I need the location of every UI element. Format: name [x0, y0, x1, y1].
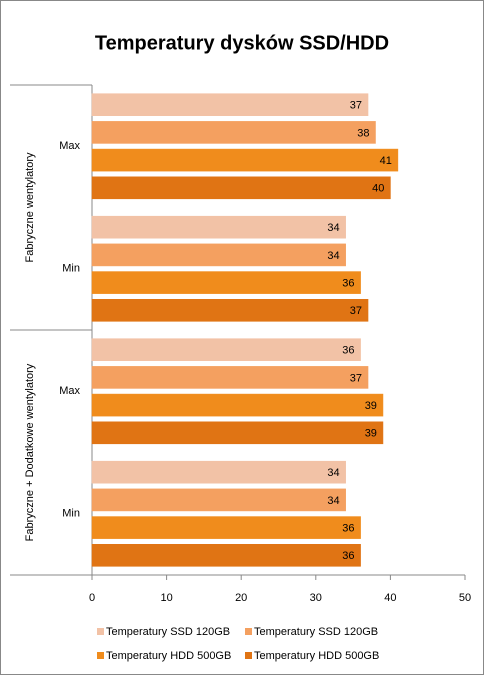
- bar: [91, 543, 361, 567]
- legend-label: Temperatury HDD 500GB: [106, 650, 231, 662]
- y-tick-label: Min: [62, 263, 80, 275]
- x-tick-label: 40: [384, 592, 396, 604]
- bar: [91, 298, 369, 322]
- bar: [91, 148, 399, 172]
- bar: [91, 271, 361, 294]
- group-label: Fabryczne wentylatory: [24, 152, 36, 263]
- bar: [91, 488, 346, 512]
- y-tick-label: Max: [59, 140, 80, 152]
- legend-swatch: [245, 652, 252, 659]
- data-label: 41: [380, 155, 392, 167]
- data-label: 39: [365, 428, 377, 440]
- data-label: 34: [327, 222, 339, 234]
- group-label: Fabryczne + Dodatkowe wentylatory: [24, 363, 36, 541]
- bar: [91, 243, 346, 267]
- x-tick-label: 0: [89, 592, 95, 604]
- bar: [91, 338, 361, 362]
- y-tick-label: Min: [62, 508, 80, 520]
- data-label: 34: [327, 250, 339, 262]
- bar: [91, 460, 346, 484]
- data-label: 37: [350, 372, 362, 384]
- data-label: 36: [342, 345, 354, 357]
- data-label: 37: [350, 305, 362, 317]
- bar: [91, 421, 384, 445]
- data-label: 34: [327, 495, 339, 507]
- y-tick-label: Max: [59, 385, 80, 397]
- bar: [91, 121, 376, 144]
- x-tick-label: 50: [459, 592, 471, 604]
- legend-swatch: [97, 652, 104, 659]
- bar: [91, 176, 391, 200]
- chart-title: Temperatury dysków SSD/HDD: [95, 32, 389, 54]
- data-label: 37: [350, 100, 362, 112]
- data-label: 34: [327, 467, 339, 479]
- legend-swatch: [97, 628, 104, 635]
- legend-label: Temperatury SSD 120GB: [106, 626, 230, 638]
- bar: [91, 393, 384, 417]
- legend-swatch: [245, 628, 252, 635]
- x-tick-label: 30: [310, 592, 322, 604]
- legend-label: Temperatury HDD 500GB: [254, 650, 379, 662]
- data-label: 38: [357, 127, 369, 139]
- data-label: 40: [372, 183, 384, 195]
- data-label: 39: [365, 400, 377, 412]
- bar: [91, 215, 346, 239]
- data-label: 36: [342, 278, 354, 290]
- bar: [91, 516, 361, 539]
- data-label: 36: [342, 523, 354, 535]
- data-label: 36: [342, 550, 354, 562]
- bar: [91, 366, 369, 389]
- bar: [91, 93, 369, 116]
- legend-label: Temperatury SSD 120GB: [254, 626, 378, 638]
- x-tick-label: 10: [160, 592, 172, 604]
- x-tick-label: 20: [235, 592, 247, 604]
